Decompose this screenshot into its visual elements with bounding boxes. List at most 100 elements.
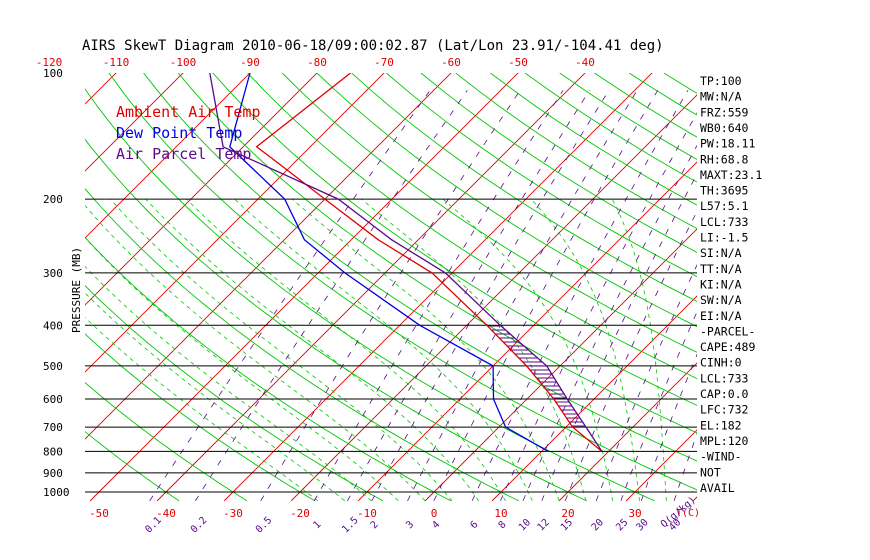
- moist-adiabat-line: [361, 198, 587, 501]
- index-entry: RH:68.8: [700, 152, 749, 166]
- bottom-temp-tick-label: -50: [89, 507, 109, 520]
- isotherm-line: [85, 73, 318, 306]
- moist-adiabat-line: [530, 198, 640, 501]
- top-temp-tick-label: -50: [508, 56, 528, 69]
- mixing-ratio-line: [500, 112, 697, 502]
- index-entry: TP:100: [700, 74, 742, 88]
- index-entry: L57:5.1: [700, 199, 749, 213]
- x-axis-unit-label: T(C): [676, 508, 700, 519]
- isotherm-line: [85, 73, 251, 239]
- mixing-ratio-line: [195, 90, 468, 502]
- moist-adiabat-line: [110, 198, 453, 502]
- isotherm-line: [491, 295, 697, 502]
- dry-adiabat-line: [108, 73, 697, 491]
- dry-adiabat-line: [85, 138, 587, 502]
- mixing-ratio-label: 0.5: [254, 515, 275, 536]
- dry-adiabat-line: [177, 73, 697, 434]
- moist-adiabat-line: [85, 265, 372, 502]
- pressure-tick-label: 100: [43, 67, 63, 80]
- mixing-ratio-line: [149, 90, 431, 502]
- mixing-ratio-line: [673, 432, 697, 502]
- dry-adiabat-line: [281, 73, 697, 353]
- index-entry: LFC:732: [700, 403, 748, 417]
- index-entry: TH:3695: [700, 184, 748, 198]
- dry-adiabat-line: [524, 73, 697, 183]
- moist-adiabat-line: [186, 198, 506, 502]
- moist-adiabat-line: [85, 204, 426, 502]
- dry-adiabat-line: [455, 73, 697, 230]
- isotherm-line: [827, 64, 870, 501]
- index-entry: FRZ:559: [700, 105, 749, 119]
- mixing-ratio-label: 0.2: [189, 515, 210, 536]
- mixing-ratio-label: 4: [430, 519, 442, 531]
- index-entry: -WIND-: [700, 450, 742, 464]
- chart-title: AIRS SkewT Diagram 2010-06-18/09:00:02.8…: [82, 38, 664, 54]
- moist-adiabat-line: [85, 292, 345, 502]
- mixing-ratio-label: 1: [311, 519, 323, 531]
- isotherm-line: [357, 161, 697, 502]
- dry-adiabat-line: [85, 431, 180, 502]
- mixing-ratio-line: [407, 90, 638, 502]
- index-entry: CINH:0: [700, 356, 742, 370]
- isotherm-line: [290, 94, 697, 502]
- index-entry: CAP:0.0: [700, 387, 749, 401]
- bottom-temp-tick-label: 30: [628, 507, 641, 520]
- moist-adiabat-line: [611, 198, 667, 501]
- index-entry: LCL:733: [700, 215, 749, 229]
- top-temperature-tick-labels: -120 -110 -100 -90 -80 -70 -60 -50 -40: [36, 56, 595, 69]
- isotherm-line: [89, 73, 519, 502]
- air-parcel-templine: [209, 73, 603, 452]
- y-axis-label: PRESSURE (MB): [70, 247, 83, 333]
- pressure-tick-label: 900: [43, 467, 63, 480]
- series-layer: [209, 73, 603, 452]
- index-entry: NOT: [700, 465, 721, 479]
- dry-adiabat-line: [212, 73, 697, 406]
- mixing-ratio-line: [347, 90, 590, 502]
- bottom-temperature-tick-labels: -50 -40 -30 -20 -10 0 10 20 30: [89, 507, 642, 520]
- isotherm-line: [85, 73, 452, 440]
- cape-area: [486, 325, 586, 428]
- mixing-ratio-line: [564, 210, 697, 502]
- top-temp-tick-label: -60: [441, 56, 461, 69]
- index-entry: MAXT:23.1: [700, 168, 762, 182]
- pressure-tick-label: 1000: [43, 486, 70, 499]
- index-entry: CAPE:489: [700, 340, 755, 354]
- dry-adiabat-line: [386, 73, 697, 278]
- bottom-temp-tick-label: -30: [223, 507, 243, 520]
- index-entry: -PARCEL-: [700, 324, 755, 338]
- bottom-temp-tick-label: 10: [494, 507, 507, 520]
- index-entry: WB0:640: [700, 121, 749, 135]
- isotherm-line: [760, 64, 870, 501]
- mixing-ratio-line: [620, 310, 697, 502]
- mixing-ratio-label: 6: [469, 519, 481, 531]
- index-entry: EI:N/A: [700, 309, 742, 323]
- isotherm-line: [85, 73, 184, 172]
- mixing-ratio-line: [640, 353, 697, 502]
- top-temp-tick-label: -110: [103, 56, 130, 69]
- mixing-ratio-line: [260, 90, 521, 502]
- grid-layer: [85, 64, 870, 502]
- pressure-tick-label: 500: [43, 360, 63, 373]
- top-temp-tick-label: -70: [374, 56, 394, 69]
- isotherm-line: [156, 73, 586, 502]
- pressure-tick-labels: 100 200 300 400 500 600 700 800 900 1000: [43, 67, 70, 499]
- dry-adiabat-line: [85, 285, 384, 502]
- legend: Ambient Air Temp Dew Point Temp Air Parcel…: [116, 103, 261, 163]
- moist-adiabat-line: [442, 198, 614, 501]
- mixing-ratio-label: 8: [497, 519, 509, 531]
- mixing-ratio-label: 3: [404, 519, 416, 531]
- pressure-tick-label: 300: [43, 267, 63, 280]
- ambient-air-templine: [255, 73, 603, 452]
- mixing-ratio-label: 2: [369, 519, 381, 531]
- mixing-ratio-line: [471, 90, 689, 502]
- mixing-ratio-line: [522, 144, 697, 502]
- index-entry: SI:N/A: [700, 246, 742, 260]
- dry-adiabat-line: [420, 73, 697, 253]
- index-entry: AVAIL: [700, 481, 735, 495]
- index-entry: MPL:120: [700, 434, 749, 448]
- pressure-tick-label: 700: [43, 421, 63, 434]
- pressure-tick-label: 200: [43, 193, 63, 206]
- dry-adiabat-line: [85, 88, 655, 502]
